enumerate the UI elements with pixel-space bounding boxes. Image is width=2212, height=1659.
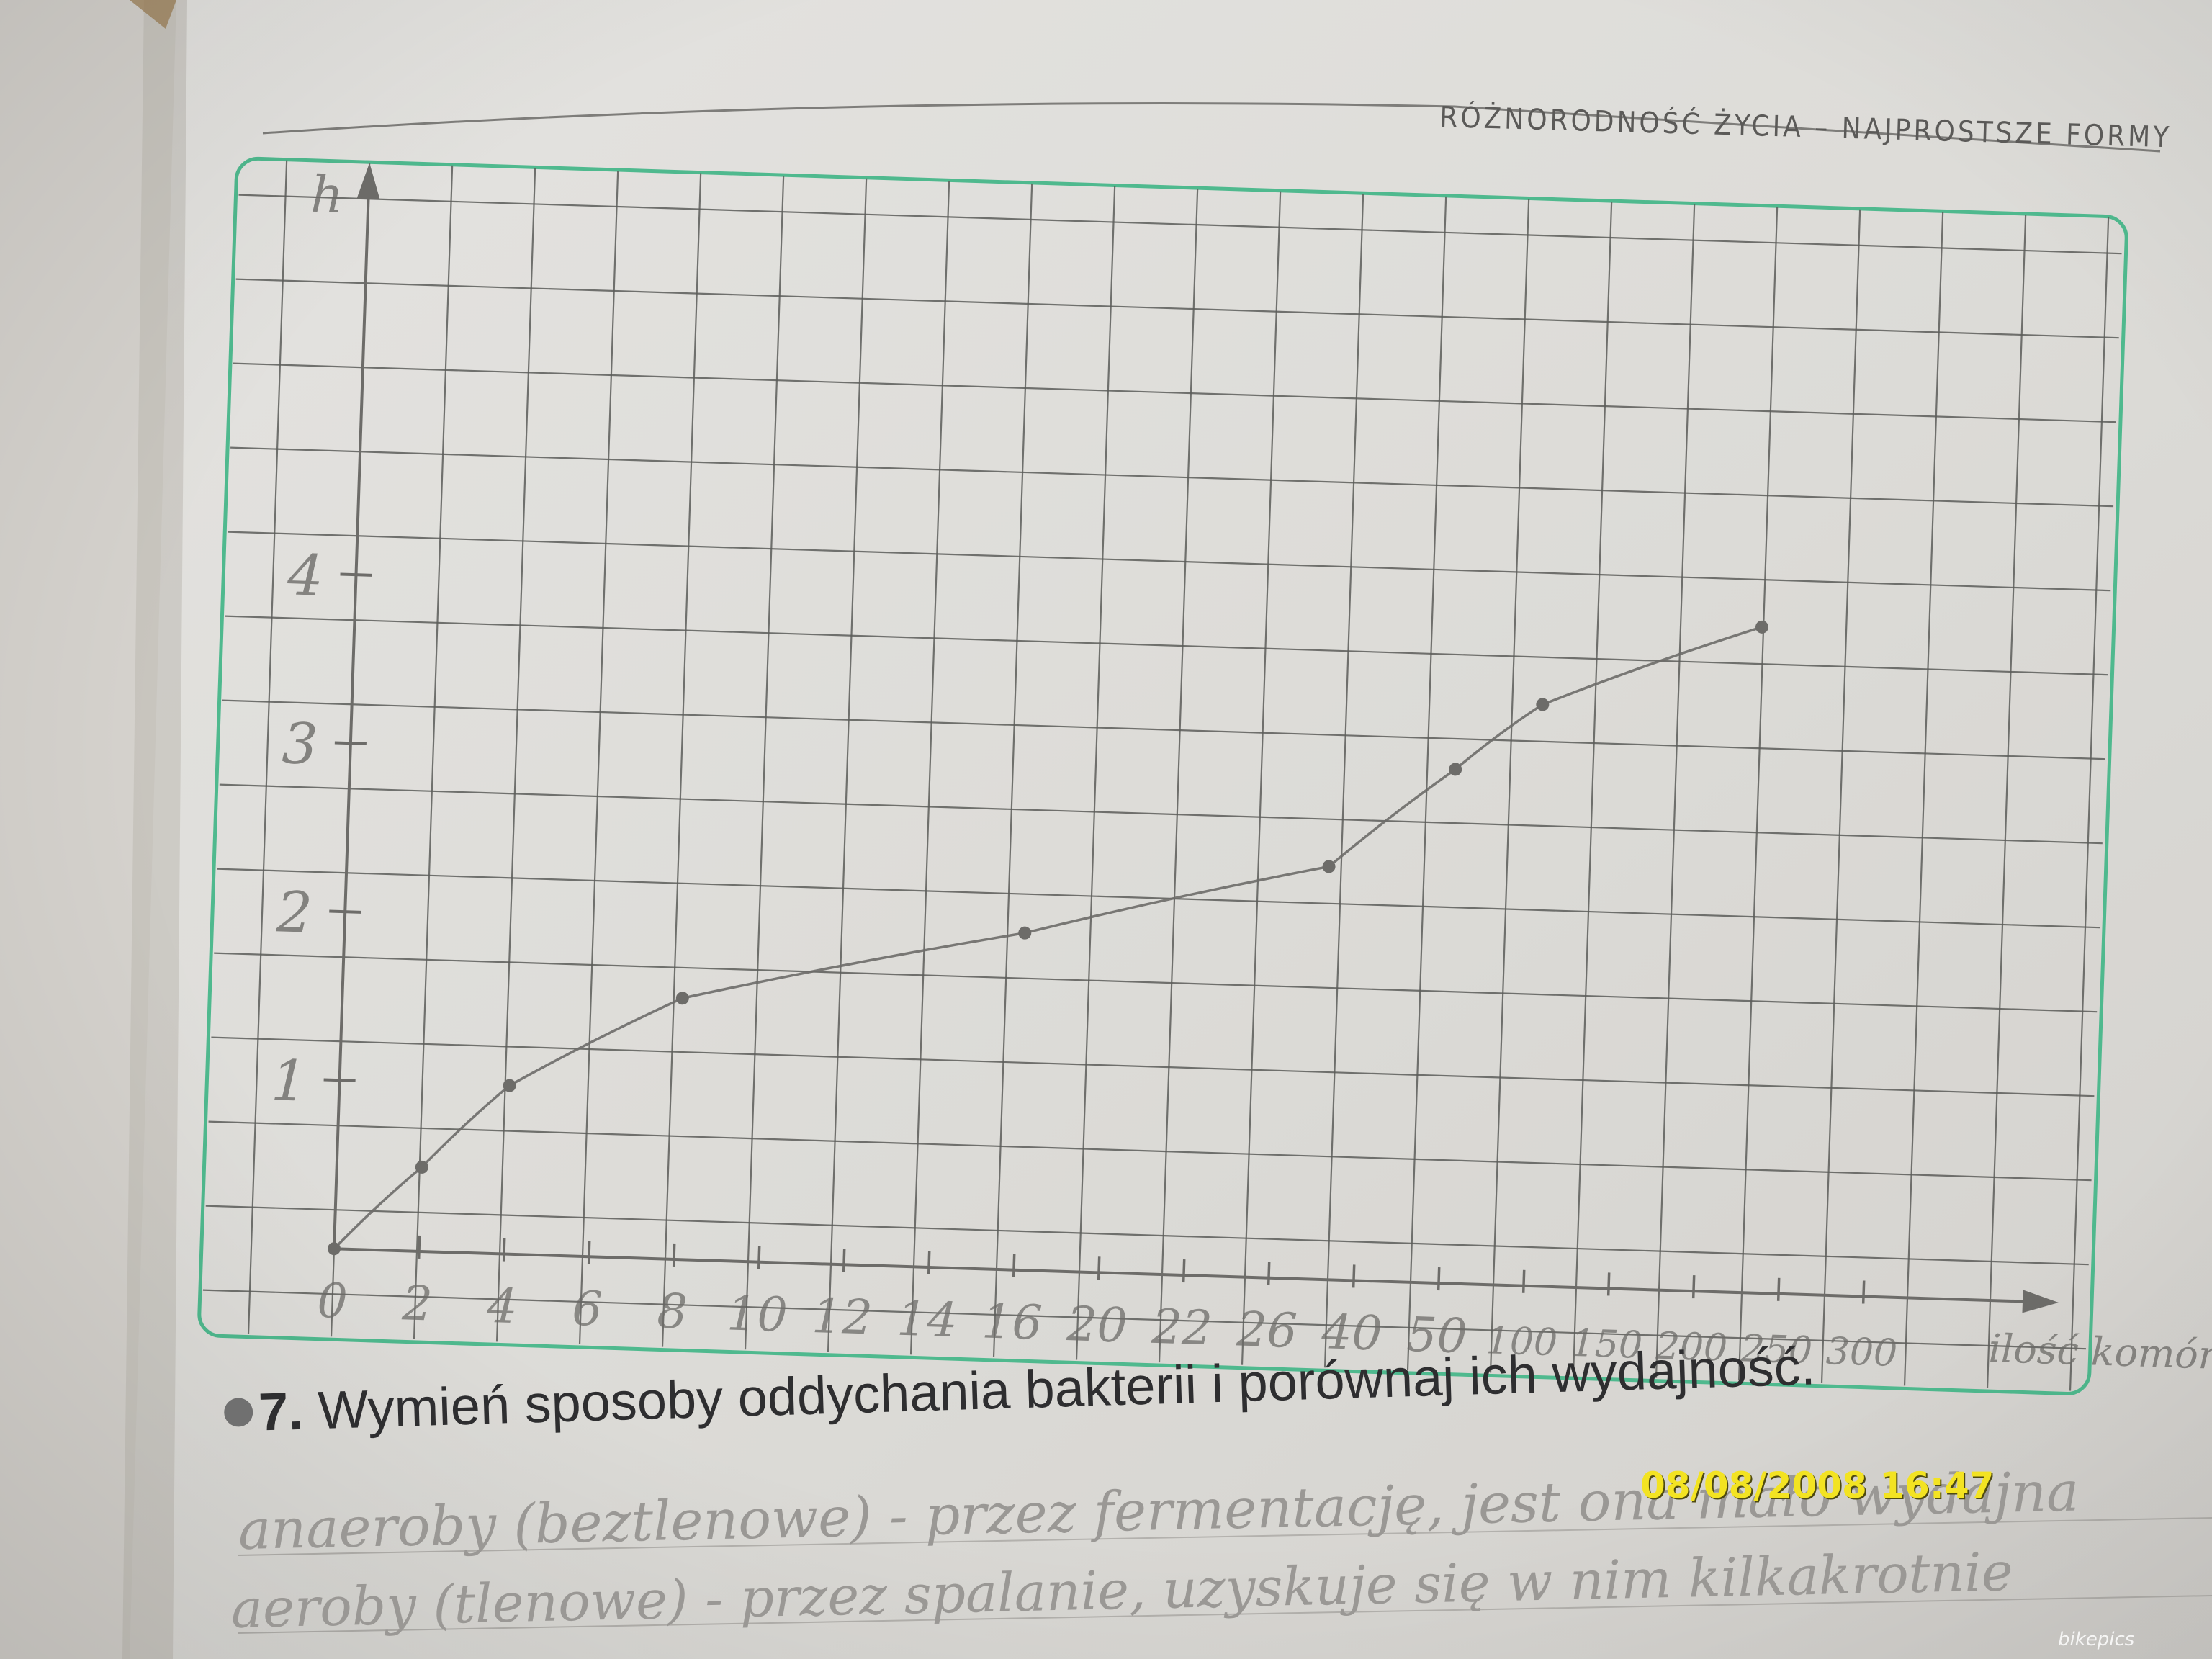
notebook-photo: hilość komórek 1234 02468101214162022264… [0,0,2212,1659]
